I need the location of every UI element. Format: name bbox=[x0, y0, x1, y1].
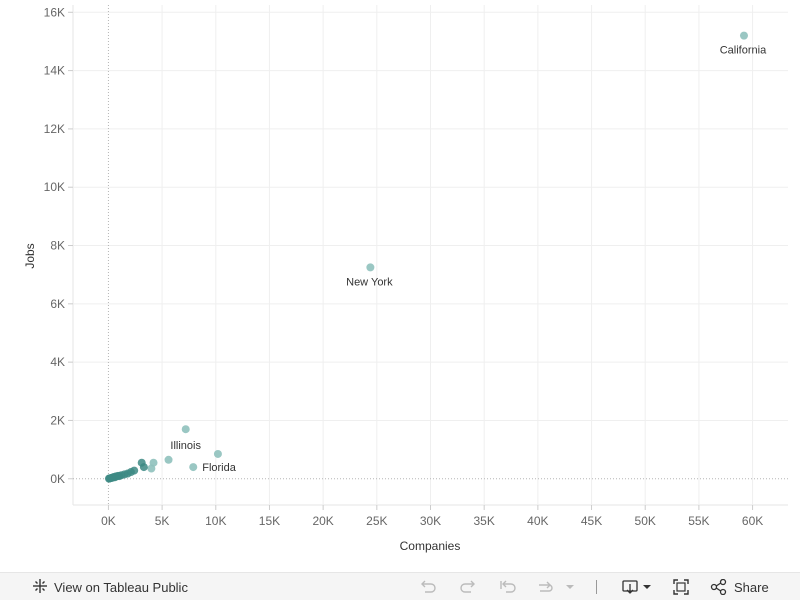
download-button[interactable] bbox=[620, 577, 654, 597]
fullscreen-icon bbox=[673, 579, 689, 595]
data-point[interactable] bbox=[110, 473, 119, 482]
y-tick-label: 12K bbox=[44, 122, 65, 136]
x-tick-label: 55K bbox=[688, 514, 709, 528]
point-label: California bbox=[720, 45, 767, 57]
refresh-button[interactable] bbox=[535, 577, 557, 597]
x-tick-label: 20K bbox=[312, 514, 333, 528]
view-on-tableau-public-label: View on Tableau Public bbox=[54, 579, 188, 595]
data-point[interactable] bbox=[739, 31, 748, 40]
y-tick-label: 10K bbox=[44, 180, 65, 194]
x-axis-title: Companies bbox=[400, 539, 461, 553]
grid-layer bbox=[68, 5, 788, 510]
x-tick-label: 45K bbox=[581, 514, 602, 528]
undo-button[interactable] bbox=[418, 577, 438, 597]
x-tick-label: 35K bbox=[473, 514, 494, 528]
refresh-dropdown[interactable] bbox=[563, 577, 577, 597]
data-point[interactable] bbox=[139, 463, 148, 472]
refresh-icon bbox=[539, 581, 553, 592]
x-tick-label: 40K bbox=[527, 514, 548, 528]
x-tick-label: 50K bbox=[635, 514, 656, 528]
revert-button[interactable] bbox=[498, 577, 518, 597]
x-tick-label: 30K bbox=[420, 514, 441, 528]
undo-icon bbox=[421, 580, 436, 593]
point-label: New York bbox=[346, 276, 393, 288]
chart-area: 0K 5K 10K 15K 20K 25K 30K 35K 40K 45K 50K 55K 60K 0K 2… bbox=[23, 5, 788, 553]
share-icon bbox=[710, 579, 727, 595]
x-tick-label: 25K bbox=[366, 514, 387, 528]
redo-icon bbox=[460, 580, 475, 593]
y-tick-label: 16K bbox=[44, 5, 65, 19]
y-tick-label: 8K bbox=[50, 239, 65, 253]
data-point[interactable] bbox=[164, 455, 173, 464]
tick-labels: 0K 5K 10K 15K 20K 25K 30K 35K 40K 45K 50K 55K 60K 0K 2… bbox=[44, 5, 764, 528]
scatter-plot: 0K 5K 10K 15K 20K 25K 30K 35K 40K 45K 50K 55K 60K 0K 2… bbox=[23, 5, 788, 553]
footer-toolbar: View on Tableau Public Share bbox=[0, 572, 800, 600]
x-tick-label: 0K bbox=[101, 514, 116, 528]
point-label: Illinois bbox=[170, 440, 201, 452]
x-tick-label: 5K bbox=[155, 514, 170, 528]
y-axis-title: Jobs bbox=[23, 243, 37, 268]
x-tick-label: 10K bbox=[205, 514, 226, 528]
data-point[interactable] bbox=[213, 449, 222, 458]
y-tick-label: 14K bbox=[44, 64, 65, 78]
y-tick-label: 2K bbox=[50, 413, 65, 427]
data-point[interactable] bbox=[147, 464, 156, 473]
data-point[interactable] bbox=[189, 463, 198, 472]
share-label: Share bbox=[734, 579, 769, 595]
redo-button[interactable] bbox=[458, 577, 478, 597]
y-tick-label: 4K bbox=[50, 355, 65, 369]
y-tick-label: 6K bbox=[50, 297, 65, 311]
view-on-tableau-public-link[interactable]: View on Tableau Public bbox=[32, 578, 188, 596]
fullscreen-button[interactable] bbox=[671, 577, 691, 597]
x-tick-label: 15K bbox=[259, 514, 280, 528]
chevron-down-icon bbox=[566, 585, 574, 589]
point-label: Florida bbox=[202, 462, 237, 474]
share-button[interactable]: Share bbox=[710, 577, 770, 597]
data-points bbox=[104, 31, 748, 483]
data-point[interactable] bbox=[181, 425, 190, 434]
y-tick-label: 0K bbox=[50, 472, 65, 486]
download-icon bbox=[622, 580, 651, 594]
data-point[interactable] bbox=[366, 263, 375, 272]
revert-icon bbox=[500, 580, 516, 593]
tableau-logo-icon bbox=[32, 578, 48, 597]
x-tick-label: 60K bbox=[742, 514, 763, 528]
toolbar-separator bbox=[596, 580, 597, 594]
